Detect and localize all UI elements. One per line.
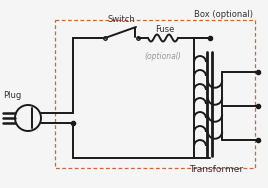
Text: Transformer: Transformer [189,165,243,174]
Bar [55,20,255,168]
Text: Switch: Switch [108,15,135,24]
Text: (optional): (optional) [144,52,181,61]
Text: Plug: Plug [3,91,21,100]
Text: Fuse: Fuse [155,25,175,34]
Text: Box (optional): Box (optional) [194,10,253,19]
